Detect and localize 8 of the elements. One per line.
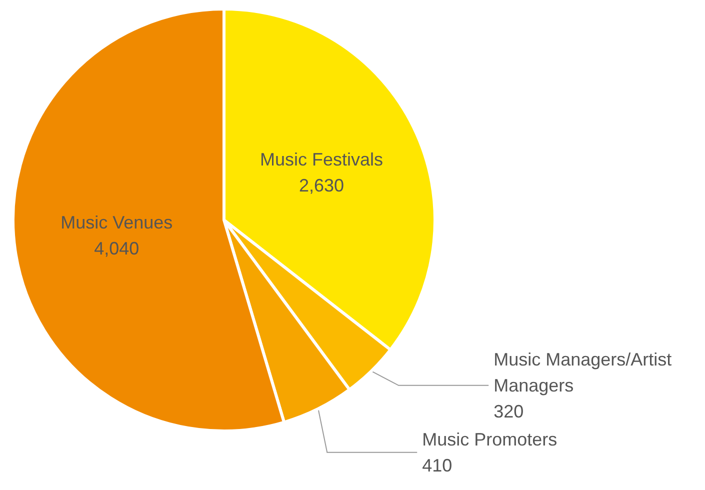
- data-label: 4,040: [94, 238, 140, 259]
- slice-label: Music Managers/Artist Managers: [494, 349, 677, 396]
- slice-label: Music Festivals: [260, 149, 384, 170]
- data-label: 2,630: [298, 175, 344, 196]
- data-label: 410: [422, 455, 452, 476]
- slice-label: Music Promoters: [422, 429, 558, 450]
- data-label: 320: [494, 401, 524, 422]
- slice-label: Music Venues: [60, 212, 173, 233]
